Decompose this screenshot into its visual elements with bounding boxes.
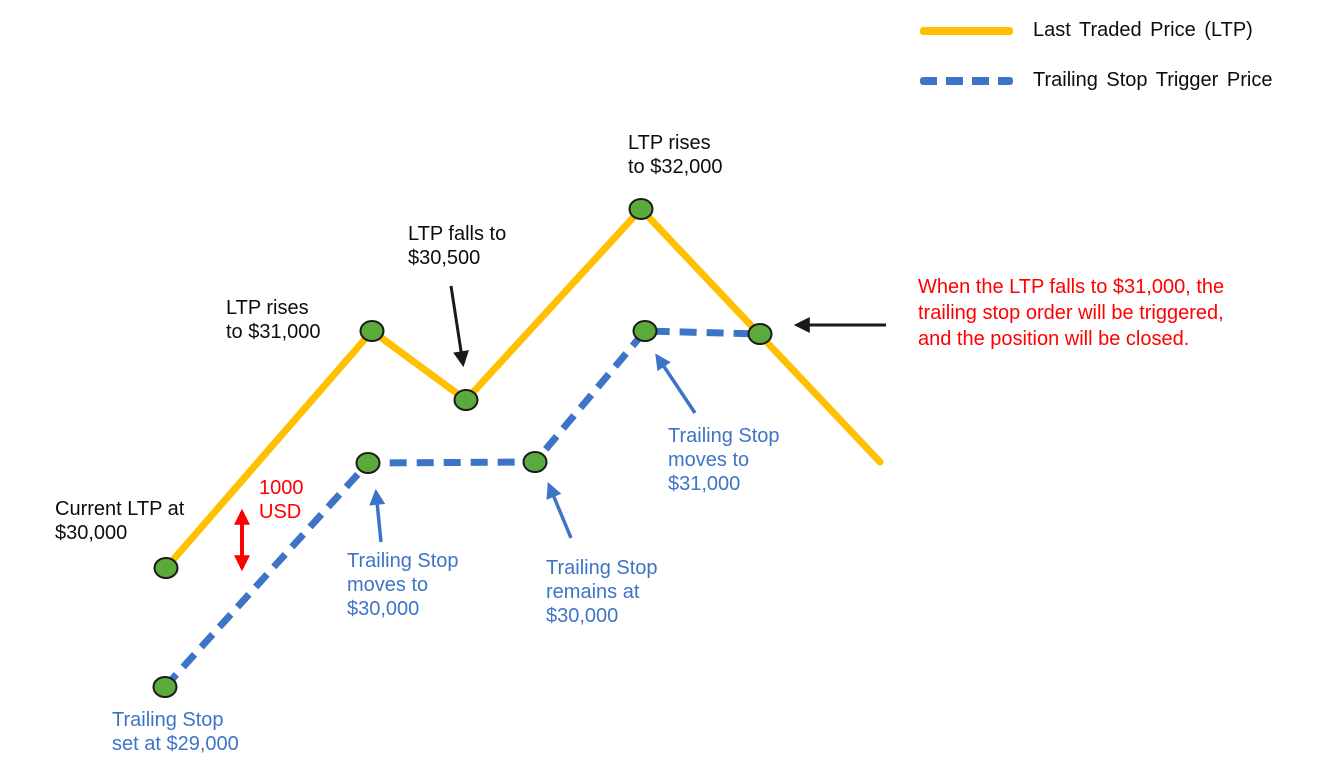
- point-ts-moves-31000: [632, 320, 658, 342]
- point-ts-remains-30000: [522, 451, 548, 473]
- label-current-ltp: Current LTP at $30,000: [55, 498, 185, 544]
- point-ts-moves-30000: [355, 452, 381, 474]
- label-ltp-rises-31000: LTP rises to $31,000: [226, 297, 321, 343]
- legend-label-ltp: Last Traded Price (LTP): [1033, 19, 1253, 41]
- point-trigger-31000: [747, 323, 773, 345]
- label-gap-1000usd: 1000 USD: [259, 477, 304, 523]
- ltp-line-swatch: [920, 26, 1013, 35]
- point-ltp-peak-31000: [359, 320, 385, 342]
- point-ts-set-29000: [152, 676, 178, 698]
- legend-item-ltp: Last Traded Price (LTP): [920, 19, 1272, 42]
- label-ts-set-29000: Trailing Stop set at $29,000: [112, 709, 239, 755]
- point-current-ltp-30000: [153, 557, 179, 579]
- arrow-ltp-falls: [449, 285, 469, 368]
- point-ltp-peak-32000: [628, 198, 654, 220]
- label-trigger-note: When the LTP falls to $31,000, the trail…: [918, 276, 1225, 350]
- label-ltp-rises-32000: LTP rises to $32,000: [628, 132, 723, 178]
- arrow-ts-moves-30000: [369, 488, 386, 543]
- trailing-stop-line: [162, 327, 761, 690]
- legend: Last Traded Price (LTP) Trailing Stop Tr…: [920, 19, 1272, 92]
- label-ts-moves-31000: Trailing Stop moves to $31,000: [668, 425, 780, 495]
- arrow-ts-moves-31000: [655, 353, 697, 414]
- arrow-ts-remains-30000: [546, 482, 573, 539]
- trailing-stop-line-swatch: [920, 76, 1013, 85]
- label-ts-moves-30000: Trailing Stop moves to $30,000: [347, 550, 459, 620]
- point-ltp-trough-30500: [453, 389, 479, 411]
- legend-item-trailing-stop: Trailing Stop Trigger Price: [920, 69, 1272, 92]
- legend-label-trailing-stop: Trailing Stop Trigger Price: [1033, 69, 1273, 91]
- label-ltp-falls-30500: LTP falls to $30,500: [408, 223, 507, 269]
- label-ts-remains-30000: Trailing Stop remains at $30,000: [546, 557, 658, 627]
